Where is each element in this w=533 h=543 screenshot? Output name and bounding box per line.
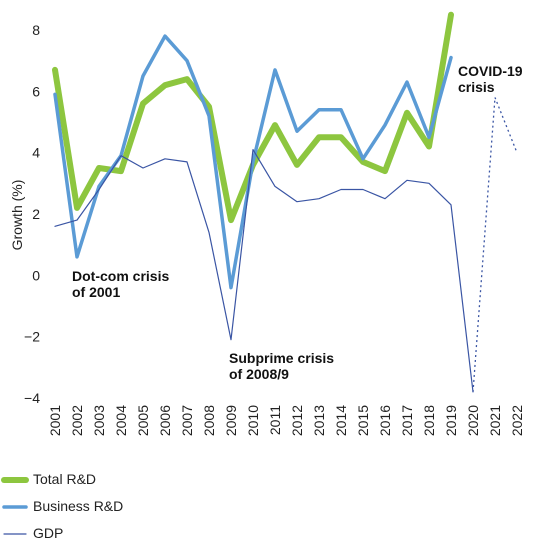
y-axis-label: Growth (%) bbox=[9, 180, 25, 251]
annotation-line: COVID-19 bbox=[458, 63, 523, 79]
legend-label: Total R&D bbox=[33, 471, 96, 487]
x-tick-label: 2013 bbox=[311, 405, 327, 436]
y-tick-label: 2 bbox=[32, 206, 40, 222]
x-tick-label: 2007 bbox=[179, 405, 195, 436]
y-tick-label: −4 bbox=[24, 390, 40, 406]
annotation-line: Dot-com crisis bbox=[72, 268, 169, 284]
x-tick-label: 2002 bbox=[69, 405, 85, 436]
x-tick-label: 2017 bbox=[399, 405, 415, 436]
y-tick-label: 8 bbox=[32, 22, 40, 38]
legend-item-business-r-d: Business R&D bbox=[2, 498, 123, 514]
annotation-line: of 2001 bbox=[72, 284, 120, 300]
legend: Total R&D Business R&D GDP bbox=[1, 471, 123, 541]
x-tick-label: 2021 bbox=[487, 405, 503, 436]
annotation-line: Subprime crisis bbox=[229, 350, 334, 366]
x-tick-label: 2019 bbox=[443, 405, 459, 436]
x-tick-label: 2012 bbox=[289, 405, 305, 436]
y-tick-label: 0 bbox=[32, 267, 40, 283]
legend-label: GDP bbox=[33, 525, 63, 541]
x-tick-label: 2010 bbox=[245, 405, 261, 436]
y-axis: −4 −2 0 2 4 6 8 bbox=[24, 22, 40, 406]
x-tick-label: 2004 bbox=[113, 405, 129, 436]
legend-label: Business R&D bbox=[33, 498, 123, 514]
x-tick-label: 2020 bbox=[465, 405, 481, 436]
x-tick-label: 2016 bbox=[377, 405, 393, 436]
x-tick-label: 2009 bbox=[223, 405, 239, 436]
x-tick-label: 2008 bbox=[201, 405, 217, 436]
x-tick-label: 2005 bbox=[135, 405, 151, 436]
x-tick-label: 2018 bbox=[421, 405, 437, 436]
legend-item-total-r-d: Total R&D bbox=[1, 471, 96, 487]
series-layer bbox=[52, 11, 518, 393]
x-axis: 2001 2002 2003 2004 2005 2006 2007 2008 2009 2010… bbox=[47, 405, 525, 436]
annotation-line: crisis bbox=[458, 79, 495, 95]
series-line-gdp bbox=[54, 149, 474, 393]
x-tick-label: 2001 bbox=[47, 405, 63, 436]
series-projection-gdp bbox=[472, 97, 518, 392]
legend-item-gdp: GDP bbox=[3, 525, 63, 541]
y-tick-label: −2 bbox=[24, 329, 40, 345]
x-tick-label: 2003 bbox=[91, 405, 107, 436]
annotation-line: of 2008/9 bbox=[229, 366, 289, 382]
x-tick-label: 2006 bbox=[157, 405, 173, 436]
y-tick-label: 4 bbox=[32, 145, 40, 161]
x-tick-label: 2015 bbox=[355, 405, 371, 436]
x-tick-label: 2014 bbox=[333, 405, 349, 436]
y-tick-label: 6 bbox=[32, 83, 40, 99]
x-tick-label: 2022 bbox=[509, 405, 525, 436]
series-line-total-r-d bbox=[52, 11, 454, 224]
x-tick-label: 2011 bbox=[267, 405, 283, 435]
